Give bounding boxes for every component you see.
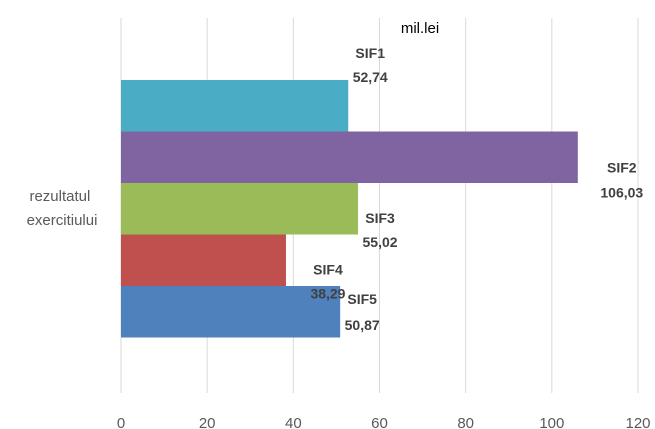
unit-label: mil.lei	[401, 20, 439, 37]
data-label-value-sif2: 106,03	[600, 184, 643, 200]
bar-sif4	[121, 234, 286, 286]
data-label-name-sif4: SIF4	[313, 261, 343, 277]
x-tick-label: 120	[625, 415, 650, 429]
x-tick-label: 60	[371, 415, 388, 429]
bar-sif3	[121, 183, 359, 235]
data-label-name-sif5: SIF5	[347, 291, 377, 307]
bar-sif5	[121, 286, 341, 338]
category-label-line-1: rezultatul	[29, 188, 90, 205]
category-label-line-2: exercitiului	[27, 212, 98, 229]
data-label-value-sif3: 55,02	[363, 234, 398, 250]
x-tick-label: 20	[199, 415, 216, 429]
data-label-value-sif4: 38,29	[310, 285, 345, 301]
data-label-value-sif1: 52,74	[353, 69, 388, 85]
x-tick-label: 0	[117, 415, 125, 429]
x-tick-label: 100	[539, 415, 564, 429]
data-label-name-sif2: SIF2	[607, 159, 637, 175]
x-tick-label: 40	[285, 415, 302, 429]
bar-sif1	[121, 80, 349, 132]
data-label-value-sif5: 50,87	[345, 317, 380, 333]
category-label: rezultatul exercitiului	[27, 188, 98, 229]
x-tick-label: 80	[457, 415, 474, 429]
data-label-name-sif1: SIF1	[355, 45, 385, 61]
bar-sif2	[121, 131, 578, 183]
data-label-name-sif3: SIF3	[365, 210, 395, 226]
